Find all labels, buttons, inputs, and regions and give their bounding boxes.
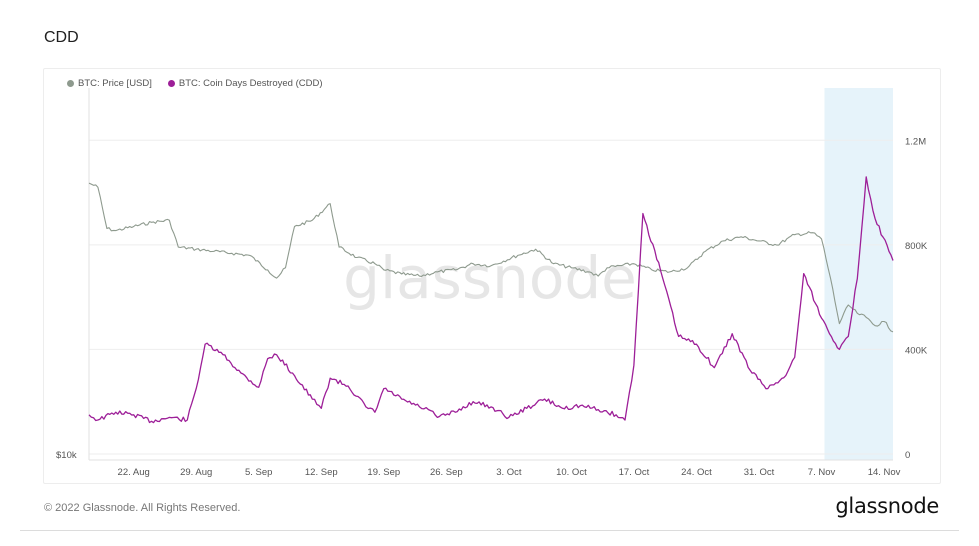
y-left-label: $10k bbox=[56, 450, 77, 461]
chart-legend: BTC: Price [USD] BTC: Coin Days Destroye… bbox=[67, 78, 323, 89]
x-tick-label-8: 17. Oct bbox=[619, 467, 650, 478]
legend-dot-cdd bbox=[167, 80, 175, 87]
x-tick-label-6: 3. Oct bbox=[496, 467, 522, 478]
y-right-tick-label-2: 800K bbox=[905, 241, 928, 252]
legend-item-cdd[interactable]: BTC: Coin Days Destroyed (CDD) bbox=[167, 78, 323, 89]
highlight-region bbox=[824, 88, 893, 460]
legend-label-price: BTC: Price [USD] bbox=[78, 78, 152, 89]
x-tick-label-3: 12. Sep bbox=[305, 467, 338, 478]
legend-item-price[interactable]: BTC: Price [USD] bbox=[67, 78, 152, 89]
legend-dot-price bbox=[67, 80, 74, 87]
series-layer bbox=[88, 176, 894, 424]
gridlines bbox=[88, 88, 893, 461]
x-tick-label-11: 7. Nov bbox=[808, 467, 836, 478]
brand-logo: glassnode bbox=[835, 494, 939, 518]
x-tick-label-1: 29. Aug bbox=[180, 467, 212, 478]
page-title: CDD bbox=[44, 29, 79, 46]
bottom-divider bbox=[20, 530, 959, 531]
copyright-text: © 2022 Glassnode. All Rights Reserved. bbox=[44, 502, 241, 514]
x-tick-label-12: 14. Nov bbox=[868, 467, 901, 478]
chart-card bbox=[43, 68, 941, 484]
x-tick-label-9: 24. Oct bbox=[681, 467, 712, 478]
y-axis-ticks: 0 400K 800K 1.2M bbox=[905, 136, 928, 461]
series-line-price[interactable] bbox=[88, 182, 894, 333]
x-tick-label-7: 10. Oct bbox=[556, 467, 587, 478]
legend-label-cdd: BTC: Coin Days Destroyed (CDD) bbox=[178, 78, 323, 89]
series-line-cdd[interactable] bbox=[88, 176, 894, 424]
x-tick-label-0: 22. Aug bbox=[118, 467, 150, 478]
y-right-tick-label-3: 1.2M bbox=[905, 136, 926, 147]
x-axis-ticks: 22. Aug 29. Aug 5. Sep 12. Sep 19. Sep 26. Se… bbox=[118, 467, 901, 478]
y-right-tick-label-1: 400K bbox=[905, 345, 928, 356]
x-tick-label-5: 26. Sep bbox=[430, 467, 463, 478]
x-tick-label-10: 31. Oct bbox=[744, 467, 775, 478]
x-tick-label-4: 19. Sep bbox=[367, 467, 400, 478]
watermark: glassnode bbox=[343, 244, 637, 312]
y-right-tick-label-0: 0 bbox=[905, 450, 910, 461]
x-tick-label-2: 5. Sep bbox=[245, 467, 272, 478]
